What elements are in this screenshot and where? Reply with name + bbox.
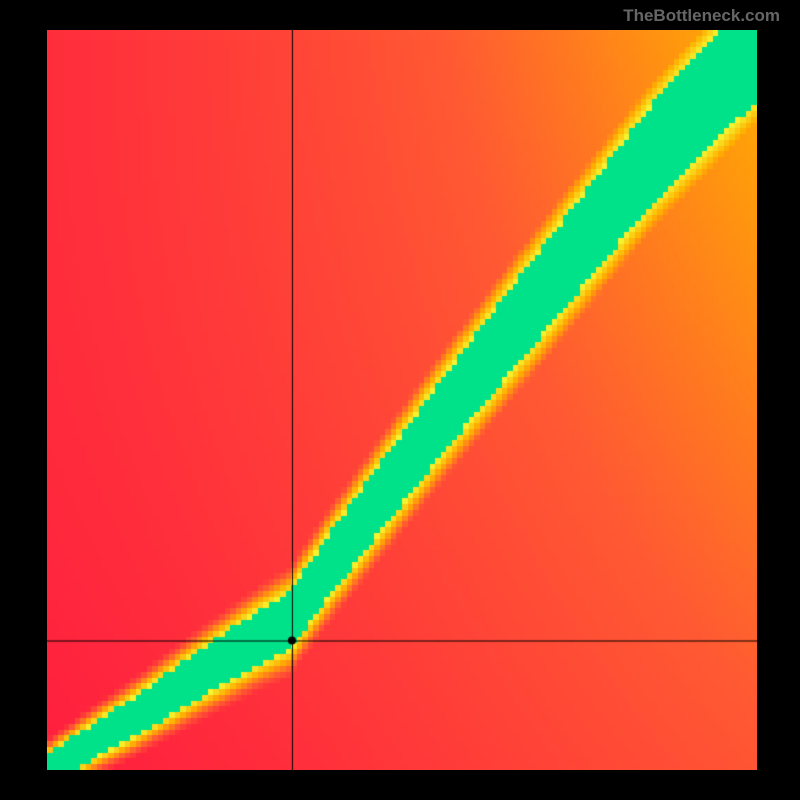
heatmap-canvas bbox=[47, 30, 757, 770]
watermark-text: TheBottleneck.com bbox=[623, 6, 780, 26]
chart-container: TheBottleneck.com bbox=[0, 0, 800, 800]
plot-area bbox=[47, 30, 757, 770]
